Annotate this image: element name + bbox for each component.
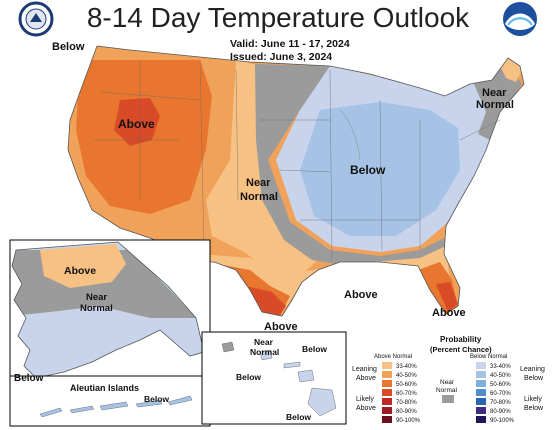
legend-leaning-above-1: Leaning bbox=[352, 366, 377, 373]
legend-swatch-below bbox=[476, 389, 486, 396]
legend-label-below: 80-90% bbox=[490, 409, 511, 415]
legend-swatch-below bbox=[476, 407, 486, 414]
label-hawaii-below-2: Below bbox=[236, 372, 261, 382]
aleutian-islands bbox=[39, 395, 193, 418]
alaska-above-33-40 bbox=[40, 244, 126, 288]
legend-near-normal-2: Normal bbox=[436, 387, 458, 394]
commerce-seal-logo bbox=[18, 1, 54, 37]
legend-label-below: 33-40% bbox=[490, 364, 511, 370]
valid-dates: Valid: June 11 - 17, 2024 bbox=[230, 38, 350, 50]
legend-likely-below-1: Likely bbox=[524, 396, 542, 403]
label-below-nw: Below bbox=[52, 41, 85, 53]
legend-label-above: 90-100% bbox=[396, 418, 421, 424]
region-above-60-70-texas bbox=[246, 286, 286, 316]
issued-date: Issued: June 3, 2024 bbox=[230, 51, 333, 63]
legend-label-below: 40-50% bbox=[490, 373, 511, 379]
legend-swatch-above bbox=[382, 416, 392, 423]
region-above-60-70-core bbox=[114, 98, 160, 146]
label-hawaii-near-1: Near bbox=[254, 337, 274, 347]
legend-likely-above-1: Likely bbox=[356, 396, 374, 403]
legend-swatch-near-normal bbox=[442, 395, 454, 403]
legend-label-below: 70-80% bbox=[490, 400, 511, 406]
region-above-60-70-florida bbox=[436, 282, 458, 312]
legend-leaning-below-1: Leaning bbox=[520, 366, 545, 373]
hawaii-islands bbox=[221, 341, 337, 417]
state-boundaries bbox=[94, 59, 501, 261]
label-above-nw: Above bbox=[118, 117, 155, 131]
alaska-outline bbox=[11, 241, 205, 379]
legend-swatch-above bbox=[382, 389, 392, 396]
page-title: 8-14 Day Temperature Outlook bbox=[86, 2, 470, 33]
label-above-texas: Above bbox=[264, 321, 298, 333]
island-oahu bbox=[259, 349, 273, 361]
legend-swatch-above bbox=[382, 362, 392, 369]
island-molokai bbox=[283, 361, 301, 369]
label-aleutian-below: Below bbox=[144, 394, 169, 404]
legend-swatch-above bbox=[382, 371, 392, 378]
label-hawaii-below-1: Below bbox=[302, 344, 327, 354]
legend-below-header: Below Normal bbox=[470, 354, 507, 360]
legend-label-above: 70-80% bbox=[396, 400, 417, 406]
label-above-gulf: Above bbox=[344, 289, 378, 301]
legend-swatch-below bbox=[476, 371, 486, 378]
label-alaska-below: Below bbox=[14, 373, 44, 384]
legend-label-above: 33-40% bbox=[396, 364, 417, 370]
label-alaska-above: Above bbox=[64, 265, 96, 277]
label-below-east: Below bbox=[350, 163, 386, 177]
label-hawaii-near-2: Normal bbox=[250, 347, 279, 357]
legend-title-1: Probability bbox=[440, 335, 482, 344]
label-near-normal-central-1: Near bbox=[246, 177, 271, 189]
region-near-normal-central bbox=[255, 64, 448, 268]
legend-swatch-below bbox=[476, 398, 486, 405]
legend-likely-above-2: Above bbox=[356, 405, 376, 412]
island-maui bbox=[297, 369, 315, 383]
legend-label-below: 50-60% bbox=[490, 382, 511, 388]
legend: Probability (Percent Chance) Above Norma… bbox=[352, 335, 545, 424]
legend-label-above: 60-70% bbox=[396, 391, 417, 397]
legend-near-normal-1: Near bbox=[440, 379, 455, 386]
label-near-normal-ne-1: Near bbox=[482, 87, 507, 99]
label-above-florida: Above bbox=[432, 307, 466, 319]
legend-likely-below-2: Below bbox=[524, 405, 544, 412]
legend-leaning-above-2: Above bbox=[356, 375, 376, 382]
legend-label-above: 40-50% bbox=[396, 373, 417, 379]
label-alaska-near-2: Normal bbox=[80, 303, 113, 314]
legend-above-header: Above Normal bbox=[374, 354, 412, 360]
island-kauai bbox=[221, 341, 235, 353]
legend-label-below: 60-70% bbox=[490, 391, 511, 397]
label-near-normal-central-2: Normal bbox=[240, 191, 278, 203]
label-near-normal-ne-2: Normal bbox=[476, 99, 514, 111]
region-near-normal-ne bbox=[474, 64, 522, 140]
label-hawaii-below-3: Below bbox=[286, 412, 311, 422]
legend-label-above: 80-90% bbox=[396, 409, 417, 415]
legend-swatch-above bbox=[382, 398, 392, 405]
legend-swatch-below bbox=[476, 416, 486, 423]
legend-swatch-above bbox=[382, 380, 392, 387]
legend-swatch-below bbox=[476, 380, 486, 387]
legend-swatch-below bbox=[476, 362, 486, 369]
legend-leaning-below-2: Below bbox=[524, 375, 544, 382]
legend-title-2: (Percent Chance) bbox=[430, 345, 492, 354]
legend-swatch-above bbox=[382, 407, 392, 414]
label-alaska-near-1: Near bbox=[86, 292, 107, 303]
legend-label-below: 90-100% bbox=[490, 418, 515, 424]
label-aleutian-title: Aleutian Islands bbox=[70, 383, 139, 393]
legend-label-above: 50-60% bbox=[396, 382, 417, 388]
island-hawaii bbox=[307, 387, 337, 417]
noaa-logo bbox=[503, 2, 537, 36]
